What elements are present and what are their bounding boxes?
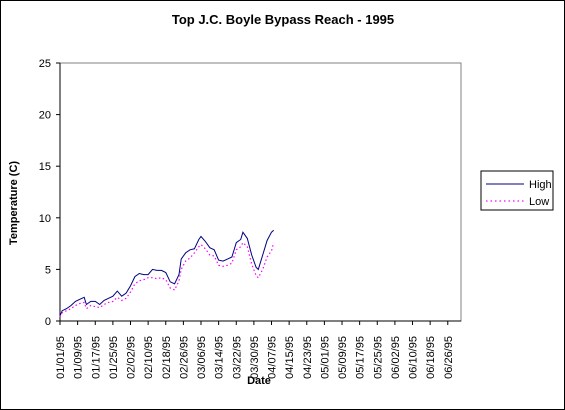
- x-tick-label: 01/09/95: [73, 336, 85, 379]
- legend: High Low: [480, 170, 554, 211]
- x-tick-label: 05/01/95: [319, 336, 331, 379]
- series-group: [59, 229, 275, 318]
- x-axis-title: Date: [247, 375, 271, 387]
- legend-label-low: Low: [529, 196, 549, 208]
- legend-label-high: High: [529, 179, 552, 191]
- x-tick-label: 04/23/95: [302, 336, 314, 379]
- x-tick-label: 03/22/95: [231, 336, 243, 379]
- x-tick-label: 02/26/95: [178, 336, 190, 379]
- y-tick-label: 5: [45, 264, 51, 276]
- x-tick-label: 05/17/95: [355, 336, 367, 379]
- y-tick-label: 15: [39, 161, 51, 173]
- plot-area: [59, 62, 462, 322]
- y-tick-label: 10: [39, 213, 51, 225]
- x-tick-label: 06/18/95: [425, 336, 437, 379]
- x-tick-label: 06/02/95: [390, 336, 402, 379]
- x-tick-label: 06/10/95: [408, 336, 420, 379]
- x-tick-label: 02/10/95: [143, 336, 155, 379]
- x-ticks: 01/01/95 01/09/95 01/17/95 01/25/95 02/02/95…: [55, 321, 455, 379]
- x-tick-label: 03/30/95: [249, 336, 261, 379]
- y-tick-label: 20: [39, 110, 51, 122]
- legend-box: [480, 170, 554, 211]
- y-tick-label: 25: [39, 58, 51, 70]
- y-ticks: 0 5 10 15 20 25: [39, 58, 60, 328]
- y-tick-label: 0: [45, 316, 51, 328]
- x-tick-label: 05/09/95: [337, 336, 349, 379]
- x-tick-label: 02/02/95: [126, 336, 138, 379]
- y-axis-title: Temperature (C): [8, 161, 20, 245]
- x-tick-label: 02/18/95: [161, 336, 173, 379]
- series-line-high: [59, 229, 275, 316]
- x-tick-label: 01/01/95: [55, 336, 67, 379]
- x-tick-label: 01/25/95: [108, 336, 120, 379]
- x-tick-label: 01/17/95: [90, 336, 102, 379]
- x-tick-label: 05/25/95: [372, 336, 384, 379]
- x-tick-label: 03/14/95: [214, 336, 226, 379]
- chart-title: Top J.C. Boyle Bypass Reach - 1995: [172, 12, 394, 27]
- series-line-low: [59, 241, 275, 318]
- x-tick-label: 03/06/95: [196, 336, 208, 379]
- x-tick-label: 04/15/95: [284, 336, 296, 379]
- x-tick-label: 04/07/95: [267, 336, 279, 379]
- x-tick-label: 06/26/95: [443, 336, 455, 379]
